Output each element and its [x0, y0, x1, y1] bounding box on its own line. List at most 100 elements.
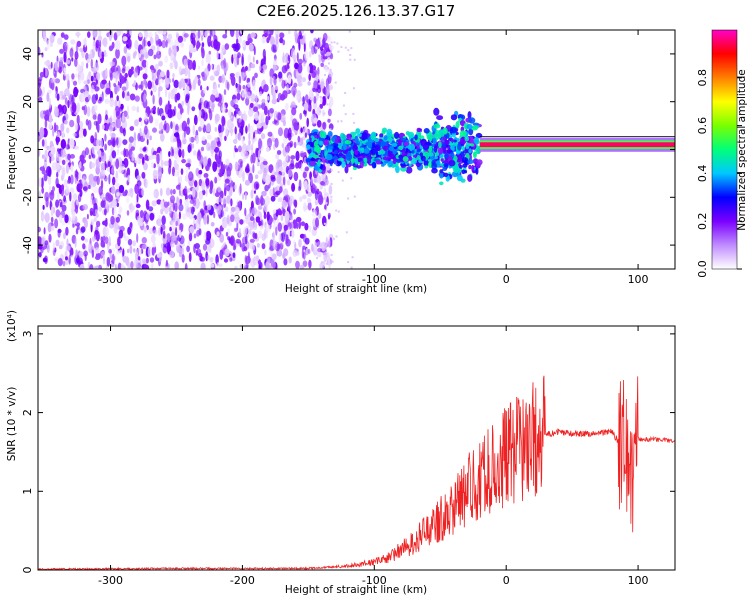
noise-blob [234, 216, 241, 224]
noise-blob [251, 143, 254, 151]
noise-blob [41, 214, 46, 220]
noise-blob [258, 138, 262, 150]
noise-dot [330, 183, 333, 185]
signal-blob [439, 181, 444, 186]
noise-blob [212, 161, 218, 173]
noise-blob [235, 71, 241, 79]
noise-blob [146, 138, 149, 146]
signal-blob [459, 130, 467, 137]
noise-blob [54, 218, 59, 229]
noise-blob [187, 144, 192, 153]
noise-blob [191, 206, 195, 215]
noise-blob [175, 227, 178, 237]
noise-blob [120, 30, 124, 35]
noise-dot [324, 255, 327, 258]
y-tick-label: 2 [21, 409, 34, 416]
noise-blob [81, 93, 85, 103]
noise-dot [318, 82, 321, 85]
noise-blob [149, 37, 154, 45]
signal-blob [475, 167, 479, 175]
noise-blob [191, 187, 196, 198]
noise-dot [330, 254, 333, 257]
signal-blob [455, 121, 460, 129]
noise-blob [145, 61, 149, 66]
noise-blob [172, 55, 177, 64]
noise-blob [168, 158, 172, 168]
noise-blob [317, 247, 323, 253]
noise-blob [242, 156, 246, 164]
noise-dot [329, 68, 332, 71]
signal-blob [333, 150, 338, 155]
noise-blob [174, 171, 180, 177]
noise-blob [111, 122, 115, 128]
noise-dot [337, 120, 340, 123]
noise-blob [104, 236, 109, 245]
noise-blob [112, 198, 117, 209]
noise-blob [218, 168, 225, 174]
noise-blob [268, 224, 271, 233]
noise-blob [276, 243, 281, 250]
noise-blob [207, 254, 210, 260]
noise-blob [230, 185, 233, 196]
noise-blob [316, 106, 322, 116]
noise-blob [158, 89, 161, 99]
noise-blob [184, 66, 189, 77]
signal-blob [416, 127, 422, 133]
signal-blob [437, 146, 444, 155]
noise-blob [247, 54, 252, 63]
noise-blob [213, 211, 216, 219]
noise-blob [52, 242, 56, 251]
y-tick-label: -40 [21, 236, 34, 254]
noise-blob [300, 152, 305, 158]
signal-blob [459, 165, 463, 169]
noise-blob [234, 227, 238, 232]
noise-blob [258, 156, 265, 162]
noise-blob [238, 84, 242, 91]
noise-blob [291, 182, 296, 192]
noise-blob [56, 93, 60, 101]
noise-blob [316, 252, 322, 258]
noise-blob [200, 109, 206, 119]
signal-blob [428, 134, 433, 142]
noise-blob [218, 150, 222, 160]
noise-blob [63, 43, 68, 55]
noise-blob [285, 238, 291, 247]
noise-blob [168, 91, 171, 101]
noise-dot [347, 261, 350, 264]
noise-blob [296, 74, 303, 84]
noise-blob [200, 85, 203, 91]
noise-blob [279, 37, 284, 44]
noise-blob [234, 110, 237, 118]
noise-blob [116, 202, 120, 207]
noise-blob [298, 179, 302, 191]
noise-blob [52, 186, 55, 192]
noise-blob [311, 209, 317, 218]
signal-blob [431, 159, 435, 166]
noise-blob [160, 159, 164, 168]
noise-blob [224, 135, 227, 141]
noise-blob [225, 231, 229, 237]
noise-blob [94, 209, 98, 215]
noise-blob [154, 118, 159, 127]
noise-blob [70, 164, 74, 173]
signal-blob [468, 128, 474, 136]
noise-blob [205, 123, 211, 133]
noise-blob [263, 55, 267, 63]
noise-blob [263, 213, 267, 220]
noise-blob [49, 114, 53, 123]
noise-blob [109, 61, 116, 67]
noise-blob [123, 46, 128, 54]
noise-blob [118, 209, 122, 215]
noise-blob [59, 48, 65, 54]
noise-blob [204, 30, 208, 38]
y-tick-label: -20 [21, 188, 34, 206]
noise-blob [235, 206, 240, 215]
noise-blob [42, 86, 45, 96]
noise-blob [112, 247, 116, 253]
noise-blob [188, 43, 194, 54]
noise-blob [242, 113, 248, 122]
noise-blob [125, 66, 130, 71]
noise-blob [38, 78, 42, 86]
noise-blob [238, 200, 241, 207]
noise-blob [115, 158, 120, 170]
